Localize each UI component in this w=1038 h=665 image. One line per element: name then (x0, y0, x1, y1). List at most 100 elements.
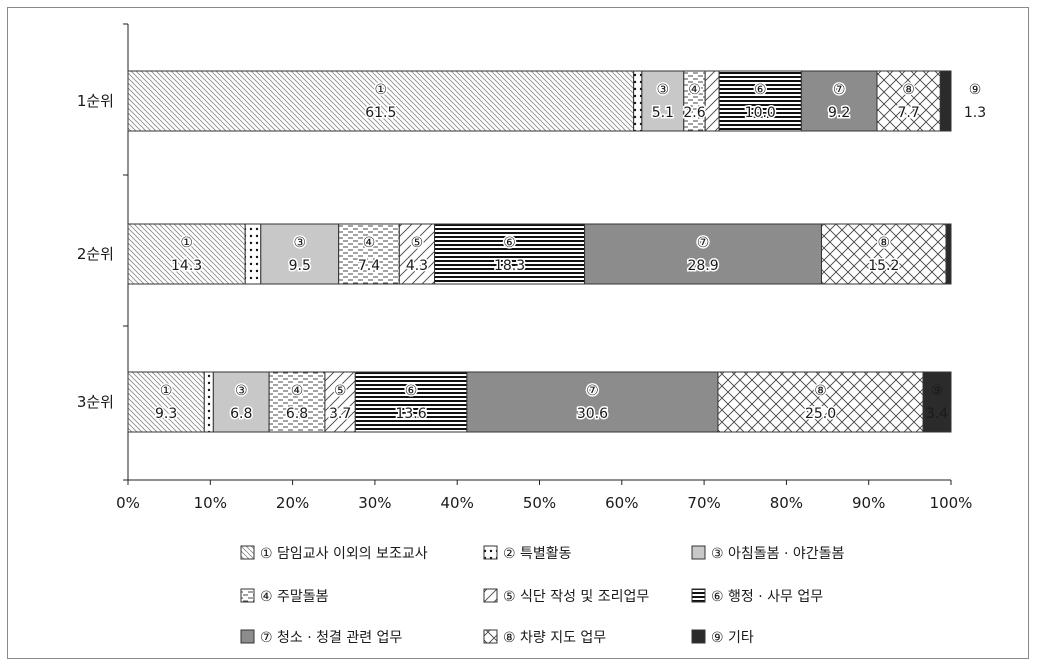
bar-segment (127, 70, 635, 132)
segment-marker: ⑨ (969, 82, 982, 98)
legend-swatch (240, 545, 255, 560)
x-tick-label: 70% (687, 494, 720, 512)
legend-swatch (483, 629, 498, 644)
x-tick-label: 80% (770, 494, 803, 512)
x-tick-label: 100% (930, 494, 973, 512)
segment-marker: ⑤ (334, 383, 347, 399)
bar-segment (800, 70, 878, 132)
bar-segment (268, 371, 326, 433)
legend-label: ⑦ 청소 · 청결 관련 업무 (260, 630, 402, 646)
legend-label: ③ 아침돌봄 · 야간돌봄 (711, 546, 845, 562)
segment-value-label: 2.6 (683, 105, 705, 121)
legend-swatch (691, 629, 706, 644)
segment-marker: ③ (657, 82, 670, 98)
x-tick-label: 0% (116, 494, 140, 512)
segment-marker: ⑦ (586, 383, 599, 399)
segment-marker: ④ (363, 235, 376, 251)
segment-marker: ⑦ (833, 82, 846, 98)
segment-value-label: 3.4 (926, 406, 948, 422)
segment-marker: ⑦ (697, 235, 710, 251)
bar-segment (354, 371, 468, 433)
bar-segment (820, 223, 947, 285)
segment-value-label: 1.3 (964, 105, 986, 121)
segment-value-label: 9.3 (155, 406, 177, 422)
segment-value-label: 3.7 (329, 406, 351, 422)
bar-segment (127, 371, 205, 433)
segment-value-label: 61.5 (365, 105, 396, 121)
segment-value-label: 25.0 (805, 406, 836, 422)
bar-segment (212, 371, 270, 433)
legend-label: ⑤ 식단 작성 및 조리업무 (503, 589, 649, 605)
category-label: 1순위 (77, 92, 114, 110)
bar-segment (466, 371, 719, 433)
stacked-bar-chart: 0% 10% 20% 30% 40% 50% 60% 70% 80% 90% 100% 1순위 2순위 3… (77, 23, 988, 646)
x-tick-label: 90% (852, 494, 885, 512)
segment-value-label: 4.3 (406, 258, 428, 274)
segment-value-label: 9.5 (289, 258, 311, 274)
segment-marker: ⑧ (814, 383, 827, 399)
x-tick-label: 20% (276, 494, 309, 512)
segment-marker: ① (375, 82, 388, 98)
legend-swatch (240, 629, 255, 644)
segment-value-label: 28.9 (687, 258, 718, 274)
legend-label: ① 담임교사 이외의 보조교사 (260, 546, 428, 562)
segment-value-label: 15.2 (868, 258, 899, 274)
x-tick-label: 10% (194, 494, 227, 512)
segment-marker: ⑧ (902, 82, 915, 98)
legend-swatch (483, 545, 498, 560)
bar-segment (683, 70, 706, 132)
segment-value-label: 30.6 (577, 406, 608, 422)
segment-marker: ④ (688, 82, 701, 98)
bar-segment (876, 70, 941, 132)
x-tick-label: 60% (605, 494, 638, 512)
legend-swatch (691, 588, 706, 603)
segment-marker: ③ (235, 383, 248, 399)
bar-segment (922, 371, 952, 433)
bar-segment (633, 70, 643, 132)
segment-marker: ⑥ (503, 235, 516, 251)
bar-segment (203, 371, 214, 433)
segment-value-label: 13.6 (395, 406, 426, 422)
segment-marker: ⑧ (878, 235, 891, 251)
bar-segment (127, 223, 246, 285)
x-tick-label: 30% (358, 494, 391, 512)
bar-segment (338, 223, 400, 285)
legend-swatch (240, 588, 255, 603)
bar-segment (244, 223, 262, 285)
chart-legend: ① 담임교사 이외의 보조교사 ② 특별활동 ③ 아침돌봄 · 야간돌봄 ④ 주말돌봄… (240, 545, 845, 646)
bar-segments (127, 70, 952, 433)
legend-label: ④ 주말돌봄 (260, 589, 329, 605)
chart-axes: 0% 10% 20% 30% 40% 50% 60% 70% 80% 90% 100% 1순위 2순위 3… (77, 23, 973, 512)
segment-value-label: 6.8 (286, 406, 308, 422)
category-label: 2순위 (77, 245, 114, 263)
bar-segment (717, 371, 924, 433)
segment-value-label: 10.0 (745, 105, 776, 121)
legend-swatch (483, 588, 498, 603)
legend-label: ② 특별활동 (503, 546, 572, 562)
bar-segment (704, 70, 720, 132)
segment-marker: ⑨ (931, 383, 944, 399)
segment-marker: ③ (293, 235, 306, 251)
bar-segment (641, 70, 685, 132)
segment-marker: ⑤ (411, 235, 424, 251)
segment-value-label: 6.8 (230, 406, 252, 422)
segment-labels: ① 61.5 ③ 5.1 ④ 2.6 ⑥ 10.0 ⑦ 9.2 ⑧ 7.7 ⑨ 1.3 ① 14.3 ③ 9.5 ④… (154, 81, 988, 424)
segment-value-label: 7.4 (358, 258, 380, 274)
x-tick-label: 50% (523, 494, 556, 512)
legend-swatch (691, 545, 706, 560)
bar-segment (718, 70, 802, 132)
segment-marker: ④ (291, 383, 304, 399)
segment-value-label: 9.2 (828, 105, 850, 121)
category-label: 3순위 (77, 393, 114, 411)
bar-segment (324, 371, 356, 433)
segment-marker: ⑥ (405, 383, 418, 399)
bar-segment (398, 223, 436, 285)
segment-value-label: 7.7 (898, 105, 920, 121)
segment-marker: ① (160, 383, 173, 399)
legend-label: ⑨ 기타 (711, 630, 754, 646)
legend-label: ⑥ 행정 · 사무 업무 (711, 589, 823, 605)
segment-value-label: 18.3 (494, 258, 525, 274)
bar-segment (584, 223, 822, 285)
legend-label: ⑧ 차량 지도 업무 (503, 630, 606, 646)
chart-frame: 0% 10% 20% 30% 40% 50% 60% 70% 80% 90% 100% 1순위 2순위 3… (7, 7, 1029, 659)
